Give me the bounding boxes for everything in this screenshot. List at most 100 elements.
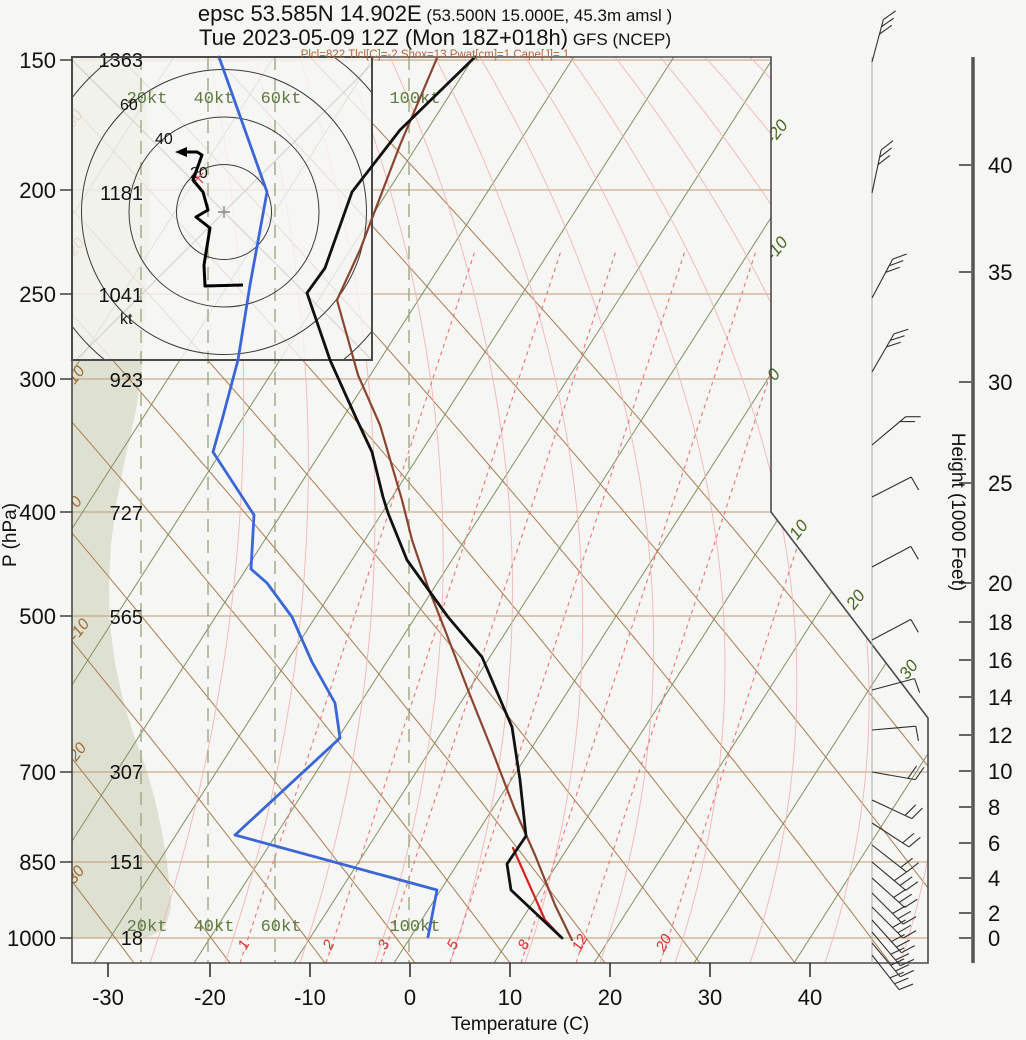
mixing-ratio-line (520, 249, 757, 963)
wind-barb (871, 877, 918, 908)
dry-adiabat-line (72, 57, 511, 963)
isotherm-line (693, 57, 928, 963)
moist-adiabat-line (794, 57, 928, 963)
station-title: epsc 53.585N 14.902E (197, 1, 422, 26)
temperature-tick-label: 20 (598, 985, 622, 1010)
wind-barb (871, 892, 917, 925)
mixing-ratio-label: 12 (569, 931, 592, 954)
wind-barb (871, 725, 919, 742)
model-name: GFS (NCEP) (568, 30, 672, 49)
station-coords: (53.500N 15.000E, 45.3m amsl ) (421, 6, 673, 25)
isotherm-line (193, 57, 775, 963)
hodograph-ring-label: 40 (155, 131, 173, 148)
height-tick-label: 20 (988, 571, 1012, 596)
moist-adiabat-line (434, 57, 584, 963)
height-tick-label: 25 (988, 471, 1012, 496)
geopotential-height-label: 18 (121, 928, 143, 950)
height-tick-label: 35 (988, 260, 1012, 285)
mixing-ratio-label: 2 (319, 937, 339, 954)
dry-adiabat-line (72, 57, 416, 963)
mixing-ratio-label: 3 (375, 937, 394, 953)
hodograph-ring (176, 164, 272, 260)
moist-adiabat-line (839, 57, 928, 963)
mixing-ratio-label: 1 (235, 937, 254, 952)
mixing-ratio-label: 8 (515, 937, 534, 953)
wind-barb (871, 476, 920, 498)
wind-barb (871, 545, 919, 568)
geopotential-height-label: 307 (110, 762, 143, 784)
wind-scale-label: 20kt (127, 90, 168, 109)
temperature-axis-title: Temperature (C) (451, 1014, 589, 1035)
pressure-tick-label: 200 (19, 178, 56, 203)
temperature-tick-label: -10 (294, 985, 326, 1010)
moist-adiabat-line (479, 57, 654, 963)
wind-barb (871, 140, 894, 194)
geopotential-height-label: 151 (110, 852, 143, 874)
moist-adiabat-line (614, 57, 870, 963)
mixing-ratio-line (449, 249, 686, 963)
dry-adiabat-line (72, 57, 231, 963)
height-tick-label: 30 (988, 370, 1012, 395)
wind-barb (871, 328, 909, 373)
height-tick-label: 16 (988, 648, 1012, 673)
wind-scale-label: 20kt (127, 918, 168, 937)
pressure-axis-title: P (hPa) (0, 503, 21, 567)
pressure-tick-label: 300 (19, 367, 56, 392)
temperature-tick-label: 10 (498, 985, 522, 1010)
geopotential-height-label: 727 (110, 503, 143, 525)
height-tick-label: 18 (988, 610, 1012, 635)
wind-barb (871, 844, 919, 873)
pressure-tick-label: 150 (19, 48, 56, 73)
pressure-tick-label: 500 (19, 604, 56, 629)
moist-adiabat-line (344, 57, 444, 963)
pressure-tick-label: 250 (19, 282, 56, 307)
wind-barb (871, 954, 914, 991)
height-tick-label: 40 (988, 153, 1012, 178)
wind-barb (871, 942, 915, 978)
wind-barb (871, 861, 919, 891)
hodograph-ring-label: 60 (120, 97, 138, 114)
isotherm-line (72, 57, 575, 963)
height-tick-label: 12 (988, 723, 1012, 748)
wind-barb (871, 919, 915, 954)
wind-barb (871, 416, 921, 446)
temperature-tick-label: -20 (194, 985, 226, 1010)
temperature-curve (305, 55, 564, 940)
title-line-1: epsc 53.585N 14.902E (53.500N 15.000E, 4… (0, 2, 870, 26)
mixing-ratio-line (380, 249, 617, 963)
hodograph-arrowhead (175, 147, 187, 157)
wind-barbs (871, 10, 925, 991)
isotherm-label: 10 (785, 516, 812, 543)
wind-barb (871, 678, 921, 693)
wind-barb (871, 822, 921, 848)
isotherm-label: 30 (895, 656, 922, 683)
moist-adiabat-line (389, 57, 513, 963)
height-axis-title: Height (1000 Feet) (947, 433, 968, 591)
pressure-tick-label: 850 (19, 850, 56, 875)
wind-barb (871, 931, 915, 967)
mixing-ratio-label: 5 (444, 937, 463, 953)
hodograph-ring (128, 116, 320, 308)
temperature-tick-label: 40 (798, 985, 822, 1010)
dewpoint-curve (211, 55, 439, 939)
chart-title-block: epsc 53.585N 14.902E (53.500N 15.000E, 4… (0, 2, 870, 61)
dry-adiabat-line (72, 57, 701, 963)
wind-scale-label: 60kt (261, 918, 302, 937)
temperature-tick-label: 30 (698, 985, 722, 1010)
wind-scale-label: 40kt (194, 918, 235, 937)
isotherm-label: -20 (762, 116, 792, 147)
wind-barb (871, 618, 919, 641)
height-tick-label: 6 (988, 831, 1000, 856)
plot-frame (71, 56, 929, 964)
isotherm-line (393, 57, 928, 963)
mixing-ratio-line (325, 249, 562, 963)
geopotential-height-label: 1041 (99, 285, 144, 307)
isotherm-line (793, 57, 928, 963)
isotherm-line (93, 57, 675, 963)
height-tick-label: 8 (988, 795, 1000, 820)
temperature-tick-label: -30 (92, 985, 124, 1010)
height-tick-label: 14 (988, 685, 1012, 710)
moist-adiabat-line (749, 57, 928, 963)
height-tick-label: 2 (988, 901, 1000, 926)
